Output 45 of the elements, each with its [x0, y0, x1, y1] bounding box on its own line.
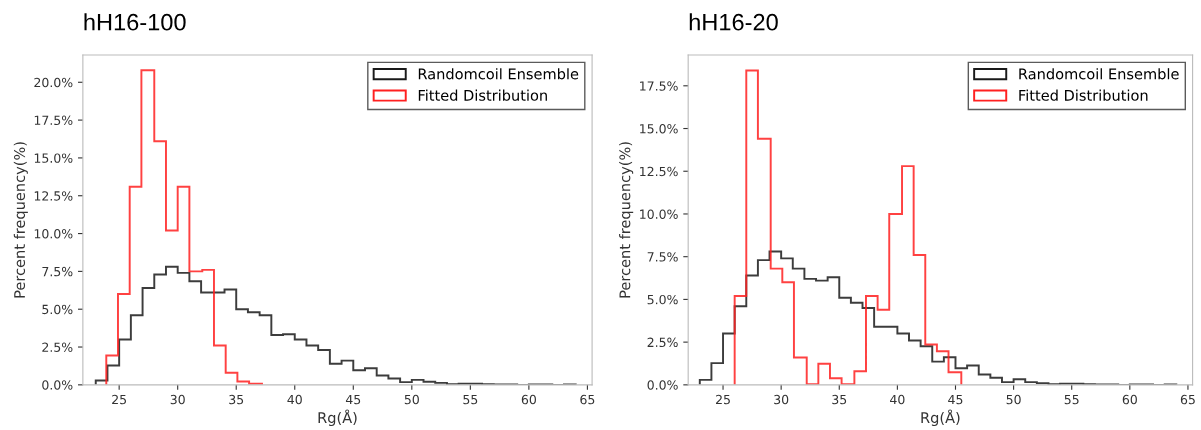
y-tick-label: 15.0%: [640, 123, 678, 134]
y-tick-label: 20.0%: [34, 77, 73, 88]
legend-label: Randomcoil Ensemble: [1019, 68, 1179, 80]
x-tick-label: 25: [112, 394, 127, 405]
y-tick-label: 17.5%: [640, 81, 678, 91]
x-tick-label: 35: [832, 394, 847, 405]
y-tick-label: 5.0%: [42, 304, 73, 315]
chart-title: hH16-20: [689, 13, 778, 31]
x-tick-label: 45: [948, 394, 963, 405]
x-tick-label: 35: [229, 394, 244, 405]
x-axis-title: Rg(Å): [921, 409, 960, 427]
x-tick-label: 60: [521, 394, 536, 405]
x-tick-label: 65: [1180, 394, 1195, 405]
y-tick-label: 2.5%: [42, 342, 73, 352]
x-tick-label: 55: [463, 394, 478, 405]
y-tick-label: 10.0%: [640, 209, 678, 219]
y-tick-label: 5.0%: [647, 294, 678, 305]
y-tick-label: 15.0%: [34, 153, 73, 163]
y-tick-label: 12.5%: [640, 166, 678, 177]
x-tick-label: 50: [1006, 394, 1021, 405]
x-tick-label: 30: [170, 394, 185, 405]
x-tick-label: 50: [404, 394, 419, 405]
y-tick-label: 2.5%: [647, 337, 678, 348]
y-tick-label: 7.5%: [42, 266, 73, 277]
chart-title: hH16-100: [84, 13, 186, 31]
legend-label: Fitted Distribution: [418, 89, 547, 101]
y-tick-label: 17.5%: [34, 115, 73, 126]
y-tick-label: 0.0%: [42, 380, 73, 390]
x-tick-label: 45: [345, 394, 361, 405]
x-tick-label: 40: [890, 394, 905, 405]
x-tick-label: 60: [1122, 394, 1137, 405]
legend-label: Fitted Distribution: [1019, 89, 1148, 101]
y-axis-title: Percent frequency(%): [13, 142, 28, 298]
y-tick-label: 0.0%: [647, 380, 678, 390]
legend-label: Randomcoil Ensemble: [418, 68, 579, 80]
y-tick-label: 10.0%: [34, 229, 73, 239]
x-tick-label: 40: [287, 394, 302, 405]
x-tick-label: 25: [716, 394, 730, 405]
y-axis-title: Percent frequency(%): [619, 142, 634, 298]
y-tick-label: 12.5%: [34, 191, 73, 201]
x-tick-label: 65: [580, 394, 595, 405]
x-tick-label: 55: [1064, 394, 1079, 405]
x-axis-title: Rg(Å): [318, 409, 357, 427]
y-tick-label: 7.5%: [647, 252, 678, 262]
x-tick-label: 30: [774, 394, 789, 405]
